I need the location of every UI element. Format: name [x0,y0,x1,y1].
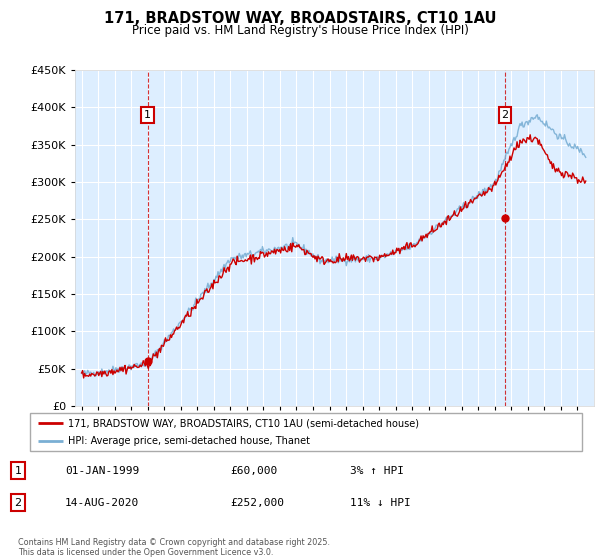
Text: 14-AUG-2020: 14-AUG-2020 [65,498,139,508]
Text: 2: 2 [502,110,509,120]
Text: 3% ↑ HPI: 3% ↑ HPI [350,465,404,475]
Text: HPI: Average price, semi-detached house, Thanet: HPI: Average price, semi-detached house,… [68,436,310,446]
Text: 2: 2 [14,498,22,508]
Text: 1: 1 [144,110,151,120]
Text: 171, BRADSTOW WAY, BROADSTAIRS, CT10 1AU: 171, BRADSTOW WAY, BROADSTAIRS, CT10 1AU [104,11,496,26]
Text: 171, BRADSTOW WAY, BROADSTAIRS, CT10 1AU (semi-detached house): 171, BRADSTOW WAY, BROADSTAIRS, CT10 1AU… [68,418,419,428]
Text: 1: 1 [14,465,22,475]
Text: 01-JAN-1999: 01-JAN-1999 [65,465,139,475]
FancyBboxPatch shape [30,413,582,451]
Text: Contains HM Land Registry data © Crown copyright and database right 2025.
This d: Contains HM Land Registry data © Crown c… [18,538,330,557]
Text: £60,000: £60,000 [230,465,277,475]
Text: Price paid vs. HM Land Registry's House Price Index (HPI): Price paid vs. HM Land Registry's House … [131,24,469,36]
Text: 11% ↓ HPI: 11% ↓ HPI [350,498,411,508]
Text: £252,000: £252,000 [230,498,284,508]
